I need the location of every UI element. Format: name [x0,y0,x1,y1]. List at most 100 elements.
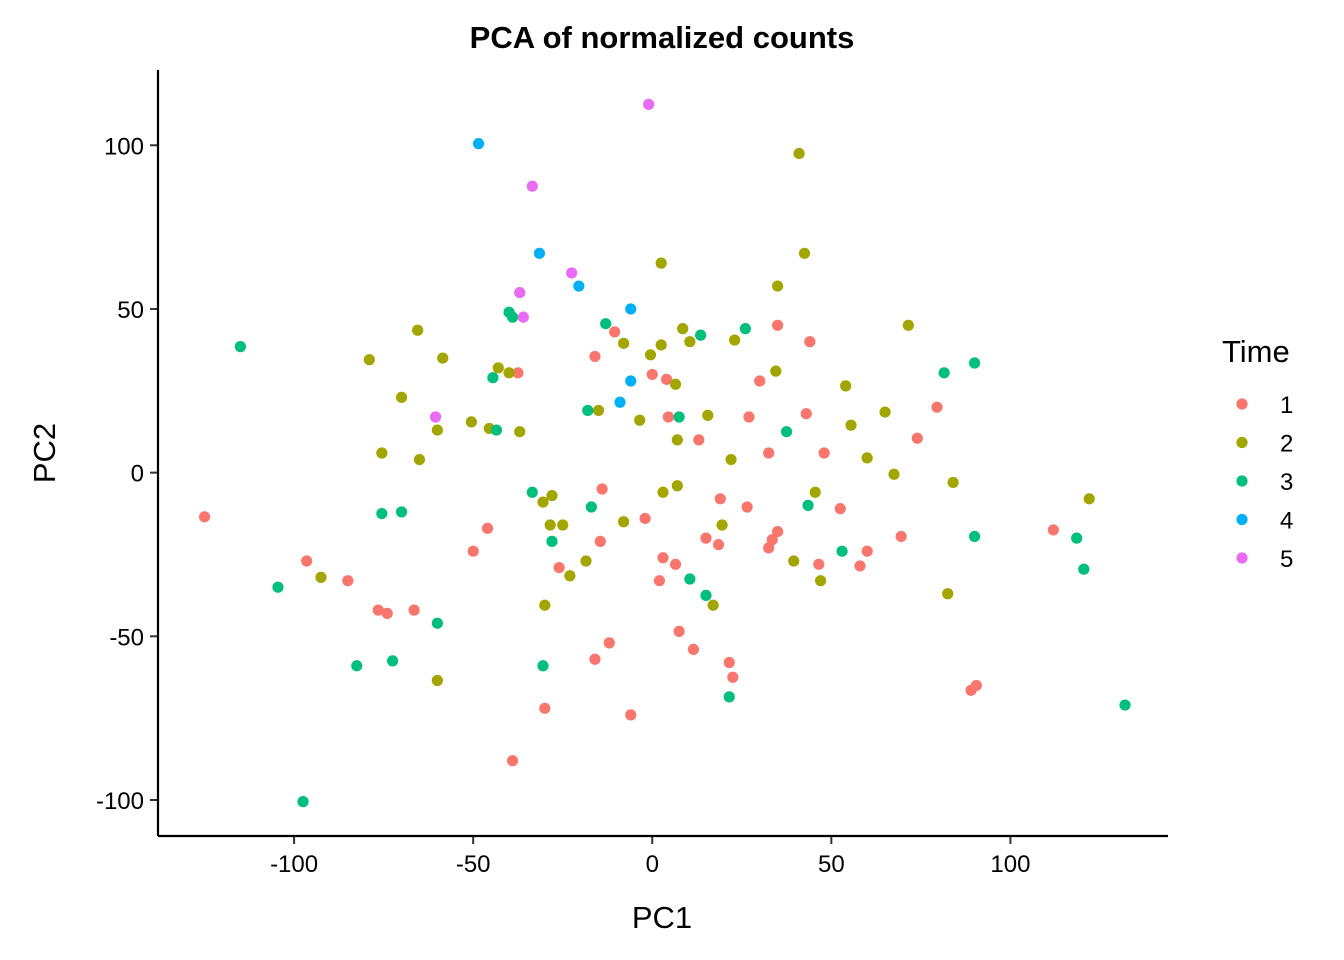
data-point-time-3 [684,573,696,585]
data-point-time-1 [301,555,313,567]
data-point-time-2 [655,257,667,269]
data-point-time-3 [297,796,309,808]
legend-key-time-5 [1236,552,1248,564]
data-point-time-2 [772,280,784,292]
y-tick-label: 50 [117,297,144,324]
data-point-time-2 [503,367,515,379]
data-point-time-1 [467,545,479,557]
data-point-time-2 [902,319,914,331]
data-point-time-5 [526,180,538,192]
data-point-time-3 [376,507,388,520]
y-tick-label: -50 [109,624,144,651]
data-point-time-1 [813,558,825,570]
data-point-time-1 [408,604,420,616]
legend-key-time-4 [1236,513,1248,526]
data-point-time-1 [625,709,637,721]
data-point-time-1 [754,375,766,387]
data-point-time-1 [763,447,775,459]
data-point-time-5 [517,311,529,323]
data-point-time-2 [539,599,551,611]
data-point-time-1 [603,637,615,649]
legend-label-time-5: 5 [1280,546,1293,573]
data-point-time-1 [506,755,519,767]
x-tick-label: 50 [818,851,845,878]
data-point-time-4 [472,138,485,150]
data-point-time-2 [557,519,569,531]
data-point-time-4 [625,303,637,315]
data-point-time-3 [546,535,558,547]
data-point-time-1 [741,501,753,513]
data-point-time-4 [625,375,637,387]
data-point-time-2 [465,416,477,428]
data-point-time-3 [938,367,950,379]
data-point-time-1 [660,373,673,385]
data-point-time-2 [669,378,682,390]
data-point-time-2 [684,336,696,348]
data-point-time-2 [437,352,449,364]
data-point-time-2 [888,468,900,480]
data-point-time-2 [657,486,669,498]
data-point-time-2 [376,447,388,459]
data-point-time-1 [198,511,211,523]
data-point-time-3 [585,501,597,513]
data-point-time-1 [834,503,846,515]
data-point-time-2 [537,496,549,508]
data-point-time-2 [431,424,443,436]
data-point-time-2 [671,434,683,446]
data-point-time-3 [1078,563,1090,575]
data-point-time-3 [506,311,519,323]
legend-label-time-3: 3 [1280,469,1293,496]
data-point-time-2 [707,599,719,611]
data-point-time-1 [553,561,565,574]
y-tick-label: -100 [96,788,144,815]
data-point-time-1 [895,530,907,543]
chart-title: PCA of normalized counts [470,20,855,55]
data-point-time-3 [490,424,503,436]
data-point-time-2 [564,570,576,582]
data-point-time-1 [772,525,784,538]
data-point-time-3 [537,660,549,672]
data-point-time-2 [814,575,827,587]
legend-key-time-1 [1236,398,1248,410]
data-point-time-1 [589,653,601,665]
data-point-time-4 [533,247,546,259]
data-point-time-2 [861,452,873,464]
data-point-time-1 [970,679,982,692]
data-point-time-4 [573,280,585,292]
data-point-time-2 [363,354,375,366]
data-point-time-2 [716,519,728,531]
data-point-time-2 [702,409,714,421]
data-point-time-2 [793,147,805,160]
data-point-time-2 [809,486,821,498]
data-point-time-1 [589,350,601,363]
data-point-time-3 [968,530,981,543]
data-point-time-3 [1071,532,1083,544]
data-point-time-1 [381,607,393,620]
data-point-time-3 [272,581,284,593]
data-point-time-1 [766,534,778,546]
data-point-time-1 [594,535,606,547]
data-point-time-2 [413,453,426,466]
data-point-time-3 [351,660,363,672]
legend-label-time-4: 4 [1280,508,1293,535]
data-point-time-2 [788,555,800,567]
data-point-time-2 [544,519,556,531]
data-point-time-3 [600,318,612,330]
y-axis-title: PC2 [27,423,62,483]
data-point-time-1 [818,447,830,459]
axis-ticks: -100 -50 0 50 100 -100 -50 0 50 100 [96,133,1030,878]
data-point-time-3 [582,404,594,417]
data-point-time-2 [1083,493,1095,505]
data-point-time-1 [372,604,384,616]
data-point-time-3 [802,499,814,511]
data-point-time-5 [514,286,526,299]
data-point-time-1 [653,575,666,587]
x-tick-label: 0 [646,851,659,878]
data-point-time-2 [618,337,630,349]
data-point-time-3 [673,411,685,423]
data-point-time-1 [854,560,866,572]
legend-title: Time [1222,334,1290,369]
data-point-time-2 [592,404,605,417]
data-point-time-3 [234,341,246,353]
